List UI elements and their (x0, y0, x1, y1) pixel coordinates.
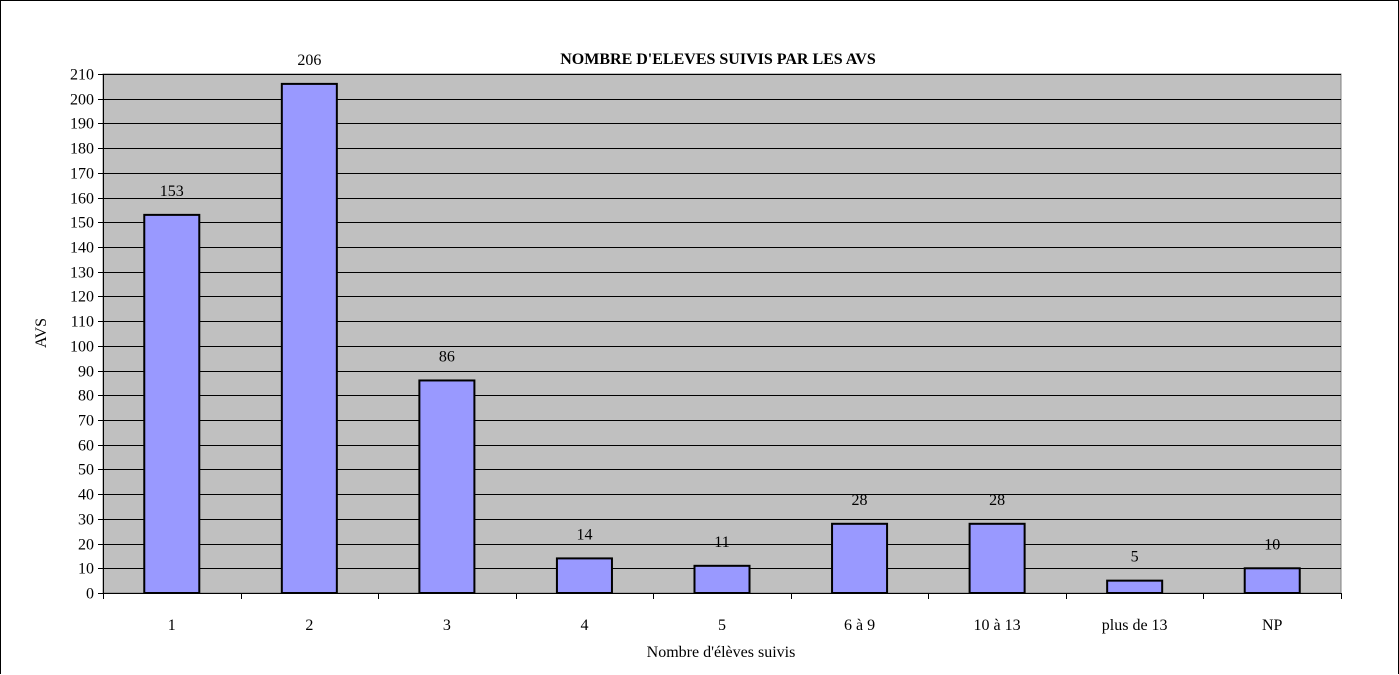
y-tick-label: 200 (70, 92, 94, 109)
bar (555, 557, 613, 595)
axes (98, 74, 1342, 599)
bar (280, 82, 338, 594)
bar (831, 522, 889, 594)
y-tick-label: 40 (78, 487, 94, 504)
y-tick-label: 170 (70, 166, 94, 183)
bar (693, 564, 751, 594)
x-tick-label: 5 (718, 617, 726, 634)
y-axis-title: AVS (33, 318, 50, 348)
data-label: 11 (714, 534, 729, 551)
y-tick-label: 70 (78, 413, 94, 430)
data-label: 14 (576, 526, 592, 543)
y-tick-label: 0 (86, 586, 94, 603)
y-tick-label: 110 (71, 314, 94, 331)
bar (1106, 579, 1164, 595)
y-tick-label: 190 (70, 116, 94, 133)
bar (143, 213, 201, 594)
x-tick-label: 3 (443, 617, 451, 634)
bars (143, 82, 1301, 595)
x-axis-title: Nombre d'élèves suivis (647, 644, 796, 661)
chart-title: NOMBRE D'ELEVES SUIVIS PAR LES AVS (560, 51, 876, 68)
data-label: 153 (160, 183, 184, 200)
x-tick-label: 6 à 9 (844, 617, 875, 634)
bar (1243, 567, 1301, 594)
y-tick-label: 210 (70, 67, 94, 84)
y-tick-label: 120 (70, 289, 94, 306)
data-label: 86 (439, 348, 455, 365)
y-tick-label: 50 (78, 462, 94, 479)
data-label: 10 (1264, 536, 1280, 553)
bar (968, 522, 1026, 594)
data-label: 5 (1131, 549, 1139, 566)
x-tick-label: NP (1262, 617, 1283, 634)
y-tick-label: 30 (78, 512, 94, 529)
y-tick-label: 130 (70, 265, 94, 282)
y-tick-label: 20 (78, 537, 94, 554)
x-tick-label: 1 (168, 617, 176, 634)
x-tick-label: 10 à 13 (974, 617, 1021, 634)
y-tick-label: 160 (70, 191, 94, 208)
y-tick-label: 140 (70, 240, 94, 257)
y-tick-label: 100 (70, 339, 94, 356)
y-tick-label: 80 (78, 388, 94, 405)
y-tick-label: 60 (78, 438, 94, 455)
y-tick-label: 10 (78, 561, 94, 578)
data-label: 28 (852, 492, 868, 509)
bar (418, 379, 476, 595)
y-tick-label: 90 (78, 364, 94, 381)
y-tick-label: 150 (70, 215, 94, 232)
x-tick-label: 2 (305, 617, 313, 634)
x-tick-label: 4 (580, 617, 588, 634)
data-label: 206 (297, 52, 321, 69)
labels: 0102030405060708090100110120130140150160… (70, 52, 1283, 634)
data-label: 28 (989, 492, 1005, 509)
y-tick-label: 180 (70, 141, 94, 158)
x-tick-label: plus de 13 (1102, 617, 1168, 634)
